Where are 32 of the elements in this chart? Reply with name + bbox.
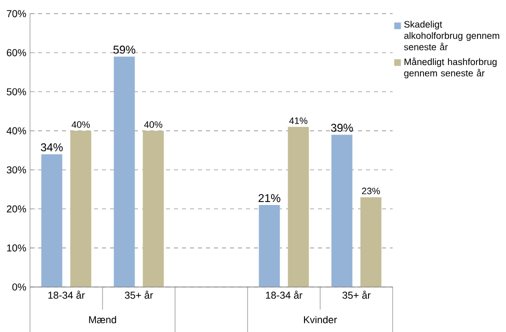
x-tick-label: 18-34 år: [48, 290, 85, 299]
data-label: 40%: [72, 121, 90, 128]
y-tick-label: 30%: [6, 166, 26, 174]
y-tick-label: 0%: [12, 283, 26, 291]
x-tick-label: 18-34 år: [266, 290, 302, 299]
bar: [41, 154, 62, 287]
bar: [70, 130, 92, 287]
y-tick-label: 10%: [7, 244, 26, 252]
bar: [331, 134, 352, 287]
y-tick-label: 40%: [6, 127, 26, 134]
data-label: 21%: [258, 194, 280, 202]
x-tick-label: 35+ år: [342, 290, 371, 299]
data-label: 39%: [331, 124, 353, 132]
x-tick-label: 35+ år: [124, 290, 153, 299]
bar: [114, 56, 135, 287]
data-label: 41%: [289, 117, 308, 124]
bar: [360, 197, 382, 287]
bar: [142, 130, 164, 287]
bar: [258, 205, 280, 287]
bar: [288, 126, 309, 287]
y-tick-label: 20%: [6, 205, 26, 212]
y-tick-label: 60%: [6, 49, 26, 56]
text: Kvinder: [304, 316, 337, 324]
legend-label: Skadeligt alkoholforbrug gennem seneste år: [404, 20, 500, 50]
text: Mænd: [89, 316, 116, 324]
data-label: 34%: [40, 143, 63, 152]
y-tick-label: 50%: [6, 88, 26, 96]
legend-label: Månedligt hashforbrug gennem seneste år: [404, 57, 497, 78]
data-label: 23%: [362, 188, 380, 194]
data-label: 40%: [144, 121, 162, 128]
data-label: 59%: [113, 46, 136, 54]
y-tick-label: 70%: [6, 10, 26, 18]
